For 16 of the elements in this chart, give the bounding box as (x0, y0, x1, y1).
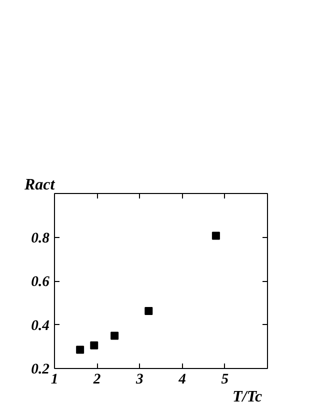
y-tick-label: 0.6 (31, 274, 50, 290)
point (212, 232, 220, 240)
y-tick-label: 0.8 (31, 230, 50, 246)
point (76, 346, 84, 354)
y-tick-label: 0.4 (31, 318, 50, 334)
x-tick-label: 4 (178, 372, 186, 388)
y-tick-label: 0.2 (31, 362, 50, 378)
x-tick-label: 3 (135, 372, 144, 388)
y-axis-title: Ract (24, 176, 56, 194)
x-axis-title: T/Tc (232, 388, 262, 406)
x-tick-label: 5 (221, 372, 229, 388)
x-tick-label: 1 (50, 372, 58, 388)
x-tick-label: 2 (92, 372, 101, 388)
point (90, 341, 98, 350)
point (144, 306, 153, 315)
point (110, 332, 119, 340)
